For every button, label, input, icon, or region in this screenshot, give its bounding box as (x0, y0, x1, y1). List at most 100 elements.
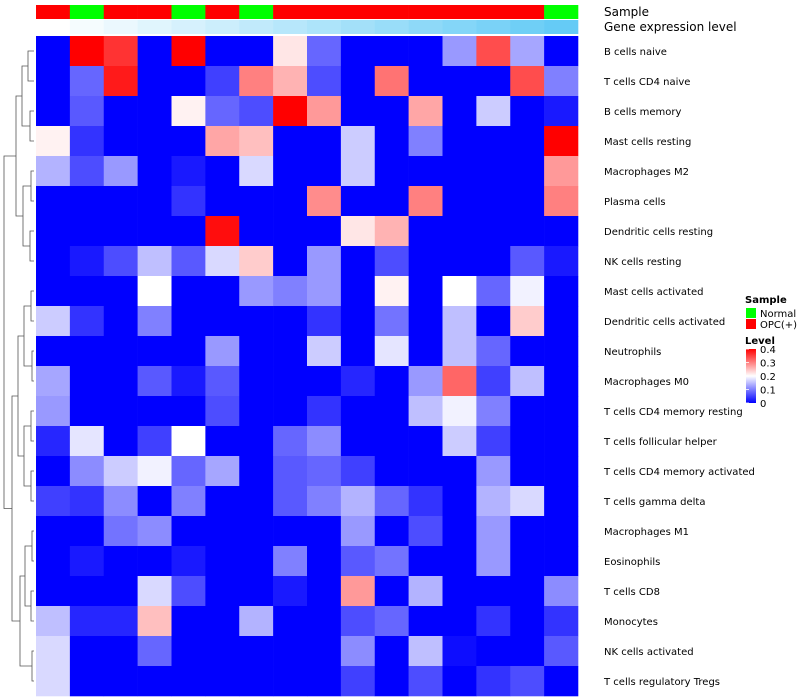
heatmap-cell (442, 396, 477, 427)
heatmap-cell (205, 36, 240, 67)
heatmap-cell (340, 186, 376, 217)
legend-level-ticks: 0.4 0.3 0.2 0.1 0 (746, 345, 776, 410)
expression-annotation-cell (307, 20, 342, 34)
annotation-label-gene-expression: Gene expression level (604, 20, 737, 34)
heatmap-cell (103, 546, 138, 577)
heatmap-cell (171, 426, 206, 457)
row-label: B cells naive (604, 47, 667, 58)
heatmap-cell (544, 216, 579, 247)
expression-annotation-cell (476, 20, 511, 34)
dendrogram-branch (17, 335, 24, 457)
heatmap-cell (374, 246, 409, 277)
heatmap-cell (442, 36, 477, 67)
heatmap-cell (103, 96, 138, 127)
sample-annotation-cell (103, 5, 138, 19)
heatmap-cell (442, 576, 477, 607)
heatmap-cell (408, 336, 443, 367)
expression-annotation-cell (69, 20, 105, 34)
heatmap-cell (137, 576, 172, 607)
heatmap-cell (171, 216, 206, 247)
heatmap-cell (442, 336, 477, 367)
heatmap-cell (69, 66, 105, 97)
heatmap-cell (205, 156, 240, 187)
heatmap-cell (510, 606, 545, 637)
heatmap-cell (239, 186, 274, 217)
heatmap-cell (374, 276, 409, 307)
heatmap-cell (171, 366, 206, 397)
heatmap-cell (171, 486, 206, 517)
heatmap-cell (103, 36, 138, 67)
row-label: Macrophages M0 (604, 377, 689, 388)
heatmap-cell (307, 636, 342, 667)
heatmap-cell (137, 126, 172, 157)
heatmap-cell (36, 276, 71, 307)
heatmap-cell (510, 66, 545, 97)
legend-level-title: Level (745, 336, 775, 347)
heatmap-cell (273, 516, 308, 547)
heatmap-cell (307, 666, 342, 697)
heatmap-cell (69, 246, 105, 277)
heatmap-cell (137, 216, 172, 247)
heatmap-cell (69, 636, 105, 667)
heatmap-cell (69, 126, 105, 157)
heatmap-cell (340, 306, 376, 337)
heatmap-cell (137, 426, 172, 457)
heatmap-cell (476, 546, 511, 577)
heatmap-cell (239, 336, 274, 367)
sample-annotation-cell (36, 5, 71, 19)
row-label: Mast cells activated (604, 287, 703, 298)
heatmap-cell (544, 276, 579, 307)
expression-annotation-cell (171, 20, 206, 34)
heatmap-cell (137, 186, 172, 217)
heatmap-cell (36, 126, 71, 157)
heatmap-cell (476, 396, 511, 427)
heatmap-cell (510, 486, 545, 517)
heatmap-cell (374, 606, 409, 637)
heatmap-cell (36, 336, 71, 367)
heatmap-cell (510, 396, 545, 427)
heatmap-cell (103, 276, 138, 307)
heatmap-cell (273, 576, 308, 607)
heatmap-cell (374, 486, 409, 517)
heatmap-cell (103, 246, 138, 277)
heatmap-cell (476, 336, 511, 367)
row-label: T cells CD4 memory activated (603, 467, 755, 478)
heatmap-cell (374, 66, 409, 97)
heatmap-cell (442, 276, 477, 307)
heatmap-cell (408, 216, 443, 247)
heatmap-cell (307, 426, 342, 457)
heatmap-cell (340, 606, 376, 637)
heatmap-cell (205, 456, 240, 487)
heatmap-cell (442, 156, 477, 187)
heatmap-cell (239, 486, 274, 517)
heatmap-cell (442, 456, 477, 487)
heatmap-cell (307, 246, 342, 277)
heatmap-cell (510, 336, 545, 367)
heatmap-cell (137, 306, 172, 337)
heatmap-cell (544, 636, 579, 667)
heatmap-cell (442, 216, 477, 247)
legend-level-tick-label: 0.3 (760, 359, 776, 370)
heatmap-cell (476, 246, 511, 277)
heatmap-cell (476, 606, 511, 637)
heatmap-cell (69, 36, 105, 67)
heatmap-cell (205, 66, 240, 97)
dendrogram-branch (31, 650, 34, 682)
row-label: B cells memory (604, 107, 681, 118)
heatmap-cell (69, 306, 105, 337)
heatmap-cell (408, 456, 443, 487)
heatmap-cell (171, 546, 206, 577)
heatmap-cell (374, 456, 409, 487)
heatmap-cell (442, 486, 477, 517)
expression-annotation-cell (273, 20, 308, 34)
heatmap-cell (340, 666, 376, 697)
heatmap-cell (442, 666, 477, 697)
heatmap-cell (476, 276, 511, 307)
heatmap-cell (476, 486, 511, 517)
dendrogram-branch (3, 155, 16, 509)
legend-sample-title: Sample (745, 295, 787, 306)
row-label: Plasma cells (604, 197, 666, 208)
heatmap-cell (510, 186, 545, 217)
heatmap-cell (137, 336, 172, 367)
heatmap-cell (442, 126, 477, 157)
